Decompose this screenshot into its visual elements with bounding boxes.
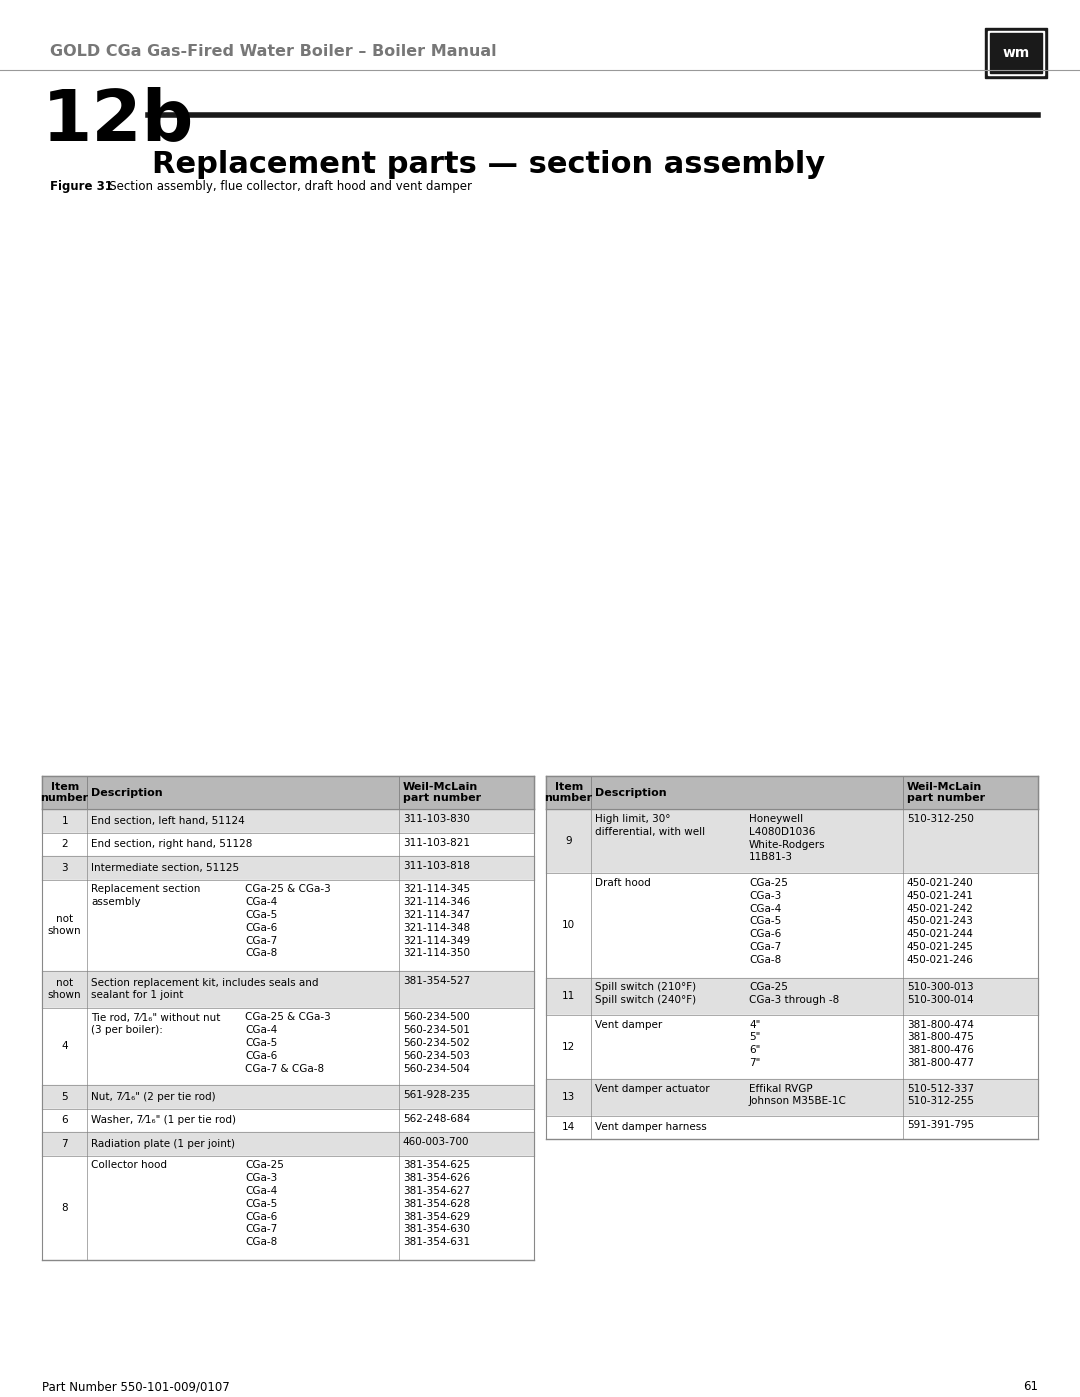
Text: 381-800-474
381-800-475
381-800-476
381-800-477: 381-800-474 381-800-475 381-800-476 381-… — [907, 1020, 973, 1067]
Bar — [42, 833, 534, 856]
Text: Collector hood: Collector hood — [92, 1161, 167, 1171]
Text: 13: 13 — [562, 1092, 576, 1102]
Text: 591-391-795: 591-391-795 — [907, 1120, 974, 1130]
Text: 2: 2 — [62, 840, 68, 849]
Text: End section, left hand, 51124: End section, left hand, 51124 — [92, 816, 245, 826]
Text: 311-103-830: 311-103-830 — [403, 814, 470, 824]
Text: Nut, 7⁄1₆" (2 per tie rod): Nut, 7⁄1₆" (2 per tie rod) — [92, 1091, 216, 1102]
Text: 11: 11 — [562, 990, 576, 1002]
Bar — [42, 971, 534, 1007]
Bar — [42, 809, 534, 833]
Text: End section, right hand, 51128: End section, right hand, 51128 — [92, 840, 253, 849]
Text: CGa-25
CGa-3
CGa-4
CGa-5
CGa-6
CGa-7
CGa-8: CGa-25 CGa-3 CGa-4 CGa-5 CGa-6 CGa-7 CGa… — [245, 1161, 284, 1248]
Bar — [42, 1155, 534, 1260]
Text: 14: 14 — [562, 1122, 576, 1132]
Text: CGa-25
CGa-3
CGa-4
CGa-5
CGa-6
CGa-7
CGa-8: CGa-25 CGa-3 CGa-4 CGa-5 CGa-6 CGa-7 CGa… — [750, 877, 787, 965]
Text: 381-354-527: 381-354-527 — [403, 975, 470, 985]
Text: 9: 9 — [565, 835, 572, 847]
Bar — [546, 775, 1038, 809]
Text: 460-003-700: 460-003-700 — [403, 1137, 469, 1147]
Text: Section replacement kit, includes seals and
sealant for 1 joint: Section replacement kit, includes seals … — [92, 978, 319, 1000]
Text: Part Number 550-101-009/0107: Part Number 550-101-009/0107 — [42, 1380, 230, 1393]
Text: 450-021-240
450-021-241
450-021-242
450-021-243
450-021-244
450-021-245
450-021-: 450-021-240 450-021-241 450-021-242 450-… — [907, 877, 973, 965]
Text: Honeywell
L4080D1036
White-Rodgers
11B81-3: Honeywell L4080D1036 White-Rodgers 11B81… — [750, 814, 825, 862]
Text: 321-114-345
321-114-346
321-114-347
321-114-348
321-114-349
321-114-350: 321-114-345 321-114-346 321-114-347 321-… — [403, 884, 470, 958]
Text: 560-234-500
560-234-501
560-234-502
560-234-503
560-234-504: 560-234-500 560-234-501 560-234-502 560-… — [403, 1013, 470, 1074]
Text: 10: 10 — [562, 921, 576, 930]
Text: 311-103-821: 311-103-821 — [403, 837, 470, 848]
Text: Effikal RVGP
Johnson M35BE-1C: Effikal RVGP Johnson M35BE-1C — [750, 1084, 847, 1106]
Text: Replacement section
assembly: Replacement section assembly — [92, 884, 201, 907]
Text: 4"
5"
6"
7": 4" 5" 6" 7" — [750, 1020, 760, 1067]
Text: 510-312-250: 510-312-250 — [907, 814, 973, 824]
Text: 510-512-337
510-312-255: 510-512-337 510-312-255 — [907, 1084, 974, 1106]
Bar — [985, 28, 1047, 78]
Text: Tie rod, 7⁄1₆" without nut
(3 per boiler):: Tie rod, 7⁄1₆" without nut (3 per boiler… — [92, 1013, 220, 1035]
Text: High limit, 30°
differential, with well: High limit, 30° differential, with well — [595, 814, 705, 837]
Text: Description: Description — [595, 788, 666, 798]
Text: 1: 1 — [62, 816, 68, 826]
Text: 510-300-013
510-300-014: 510-300-013 510-300-014 — [907, 982, 973, 1006]
Text: Vent damper harness: Vent damper harness — [595, 1122, 707, 1132]
Text: 311-103-818: 311-103-818 — [403, 861, 470, 870]
Text: wm: wm — [1002, 46, 1029, 60]
Text: 3: 3 — [62, 863, 68, 873]
Bar — [546, 978, 1038, 1014]
Bar — [546, 1115, 1038, 1139]
Text: CGa-25 & CGa-3
CGa-4
CGa-5
CGa-6
CGa-7
CGa-8: CGa-25 & CGa-3 CGa-4 CGa-5 CGa-6 CGa-7 C… — [245, 884, 330, 958]
Bar — [42, 1007, 534, 1085]
Text: 12: 12 — [562, 1042, 576, 1052]
Bar — [546, 809, 1038, 873]
Text: 8: 8 — [62, 1203, 68, 1213]
Text: 381-354-625
381-354-626
381-354-627
381-354-628
381-354-629
381-354-630
381-354-: 381-354-625 381-354-626 381-354-627 381-… — [403, 1161, 470, 1248]
Bar — [42, 880, 534, 971]
Text: 562-248-684: 562-248-684 — [403, 1113, 470, 1123]
Text: Weil-McLain
part number: Weil-McLain part number — [403, 782, 481, 803]
Text: Spill switch (210°F)
Spill switch (240°F): Spill switch (210°F) Spill switch (240°F… — [595, 982, 697, 1006]
Bar — [42, 775, 534, 809]
Text: 4: 4 — [62, 1041, 68, 1052]
Text: 7: 7 — [62, 1139, 68, 1148]
Text: CGa-25
CGa-3 through -8: CGa-25 CGa-3 through -8 — [750, 982, 839, 1006]
Text: Draft hood: Draft hood — [595, 877, 651, 888]
Text: not
shown: not shown — [48, 978, 81, 1000]
Bar — [990, 34, 1042, 73]
Bar — [546, 1014, 1038, 1078]
Bar — [42, 1085, 534, 1108]
Text: Item
number: Item number — [544, 782, 593, 803]
Bar — [546, 1078, 1038, 1115]
Text: 5: 5 — [62, 1091, 68, 1102]
Text: Weil-McLain
part number: Weil-McLain part number — [907, 782, 985, 803]
Text: Item
number: Item number — [41, 782, 89, 803]
Text: Figure 31: Figure 31 — [50, 180, 113, 193]
Text: not
shown: not shown — [48, 914, 81, 936]
Text: Replacement parts — section assembly: Replacement parts — section assembly — [152, 149, 825, 179]
Bar — [546, 873, 1038, 978]
Text: 12b: 12b — [42, 87, 194, 155]
Text: 561-928-235: 561-928-235 — [403, 1090, 470, 1099]
Text: CGa-25 & CGa-3
CGa-4
CGa-5
CGa-6
CGa-7 & CGa-8: CGa-25 & CGa-3 CGa-4 CGa-5 CGa-6 CGa-7 &… — [245, 1013, 330, 1074]
Text: 61: 61 — [1023, 1380, 1038, 1393]
Bar — [988, 31, 1044, 75]
Text: Radiation plate (1 per joint): Radiation plate (1 per joint) — [92, 1139, 235, 1148]
Text: Intermediate section, 51125: Intermediate section, 51125 — [92, 863, 240, 873]
Text: Vent damper: Vent damper — [595, 1020, 662, 1030]
Text: Description: Description — [92, 788, 163, 798]
Bar — [42, 1108, 534, 1132]
Text: Section assembly, flue collector, draft hood and vent damper: Section assembly, flue collector, draft … — [98, 180, 472, 193]
Bar — [42, 1132, 534, 1155]
Text: GOLD CGa Gas-Fired Water Boiler – Boiler Manual: GOLD CGa Gas-Fired Water Boiler – Boiler… — [50, 45, 497, 60]
Text: Vent damper actuator: Vent damper actuator — [595, 1084, 710, 1094]
Text: Washer, 7⁄1₆" (1 per tie rod): Washer, 7⁄1₆" (1 per tie rod) — [92, 1115, 237, 1125]
Text: 6: 6 — [62, 1115, 68, 1125]
Bar — [42, 856, 534, 880]
